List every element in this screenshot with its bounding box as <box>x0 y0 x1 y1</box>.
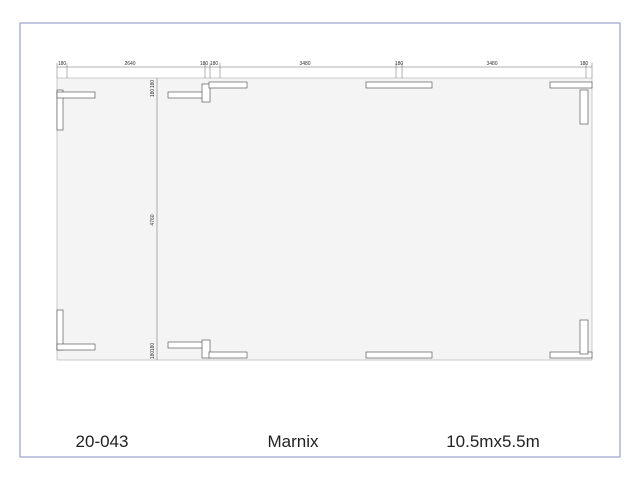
post <box>201 83 211 103</box>
post <box>579 89 589 125</box>
dimension-label: 180 <box>150 351 156 360</box>
floor-plan <box>56 77 593 361</box>
dimension-label: 180 <box>395 61 404 67</box>
post <box>549 351 593 359</box>
dimension-label: 180 <box>150 80 156 89</box>
post <box>56 343 96 351</box>
post <box>365 351 433 359</box>
dimension-label: 180 <box>58 61 67 67</box>
post <box>56 89 64 131</box>
dimension-label: 180 <box>580 61 589 67</box>
project-name: Marnix <box>267 432 319 451</box>
post <box>549 81 593 89</box>
posts <box>56 81 593 359</box>
dimension-label: 4760 <box>150 214 156 225</box>
dimension-label: 2640 <box>124 61 135 67</box>
post <box>579 319 589 355</box>
post <box>201 339 211 359</box>
size-label: 10.5mx5.5m <box>446 432 540 451</box>
dimension-label: 3480 <box>486 61 497 67</box>
dimension-label: 180 <box>200 61 209 67</box>
ticks <box>56 63 593 78</box>
post <box>208 351 248 359</box>
dimensions: 180 2640 180 180 3480 180 3480 1801801804760180… <box>58 61 589 359</box>
drawing-code: 20-043 <box>76 432 129 451</box>
dimension-label: 3480 <box>299 61 310 67</box>
dimension-label: 180 <box>210 61 219 67</box>
post <box>208 81 248 89</box>
post <box>56 91 96 99</box>
dimension-label: 180 <box>150 89 156 98</box>
post <box>365 81 433 89</box>
dimension-label: 180 <box>150 343 156 352</box>
